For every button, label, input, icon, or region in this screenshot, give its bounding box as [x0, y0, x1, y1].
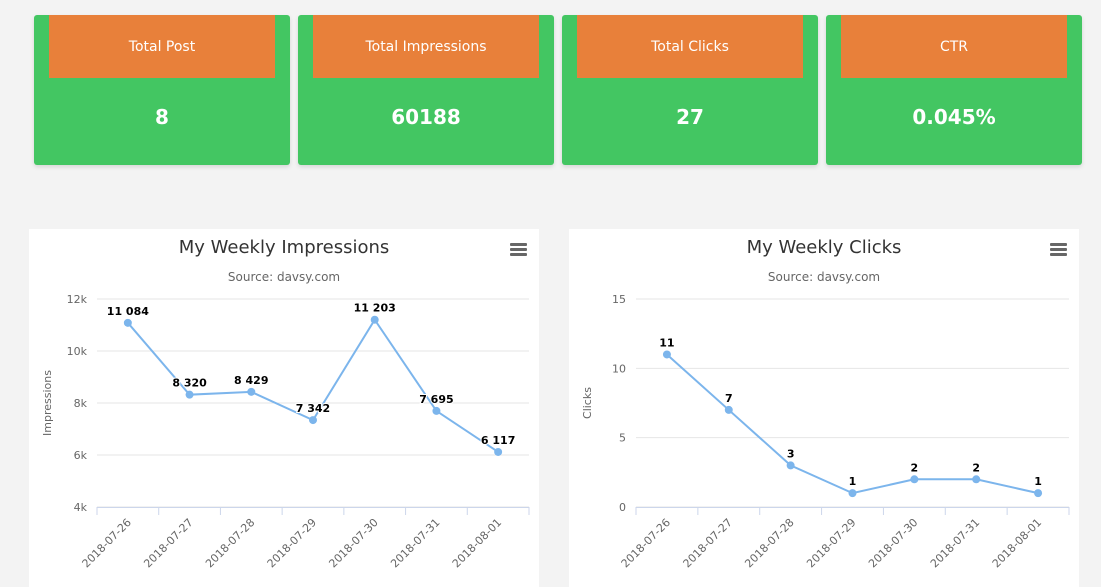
x-tick-label: 2018-07-28 [203, 516, 257, 570]
data-point [123, 318, 132, 327]
data-label: 2 [972, 461, 980, 474]
stat-card-total-impressions: Total Impressions 60188 [298, 15, 554, 165]
data-label: 11 084 [107, 305, 149, 318]
y-axis-label: Impressions [41, 370, 54, 436]
chart-panel-impressions: My Weekly Impressions Source: davsy.com 4k… [29, 229, 539, 587]
x-tick-label: 2018-07-30 [326, 516, 380, 570]
data-label: 7 695 [419, 393, 453, 406]
x-tick-label: 2018-07-28 [742, 516, 796, 570]
x-tick-label: 2018-07-30 [866, 516, 920, 570]
x-tick-label: 2018-08-01 [990, 516, 1044, 570]
data-label: 7 342 [296, 402, 330, 415]
data-label: 1 [849, 475, 857, 488]
chart-panel-clicks: My Weekly Clicks Source: davsy.com 0 5 10 15 2… [569, 229, 1079, 587]
data-label: 11 [659, 336, 674, 349]
data-label: 1 [1034, 475, 1042, 488]
y-axis-label: Clicks [581, 387, 594, 419]
stats-row: Total Post 8 Total Impressions 60188 Tot… [34, 15, 1082, 165]
y-tick-label: 12k [67, 293, 88, 306]
data-point [309, 416, 317, 425]
y-tick-label: 6k [74, 449, 88, 462]
x-tick-label: 2018-07-27 [141, 516, 195, 570]
impressions-chart: My Weekly Impressions Source: davsy.com 4k… [41, 237, 530, 570]
stat-card-label: Total Impressions [313, 15, 539, 78]
data-point [724, 405, 733, 414]
data-label: 3 [787, 447, 795, 460]
stat-card-ctr: CTR 0.045% [826, 15, 1082, 165]
hamburger-menu-icon[interactable] [1050, 243, 1067, 257]
data-label: 8 429 [234, 374, 268, 387]
stat-card-total-post: Total Post 8 [34, 15, 290, 165]
data-label: 11 203 [354, 302, 396, 315]
x-tick-label: 2018-07-26 [619, 516, 673, 570]
data-point [972, 475, 981, 484]
x-tick-label: 2018-07-31 [928, 516, 982, 570]
stat-card-total-clicks: Total Clicks 27 [562, 15, 818, 165]
data-point [1034, 489, 1043, 498]
data-point [185, 390, 194, 399]
stat-card-value: 8 [155, 105, 169, 129]
x-tick-label: 2018-07-27 [681, 516, 735, 570]
data-point [247, 387, 256, 396]
chart-subtitle: Source: davsy.com [768, 270, 880, 284]
data-label: 6 117 [481, 434, 515, 447]
y-tick-label: 0 [619, 501, 626, 514]
x-tick-label: 2018-07-31 [388, 516, 442, 570]
y-tick-label: 4k [74, 501, 88, 514]
chart-title: My Weekly Clicks [747, 237, 902, 258]
y-tick-label: 10k [67, 345, 88, 358]
clicks-chart: My Weekly Clicks Source: davsy.com 0 5 10 15 2… [581, 237, 1070, 570]
x-tick-label: 2018-08-01 [450, 516, 504, 570]
data-point [848, 489, 857, 498]
data-point [910, 475, 919, 484]
hamburger-menu-icon[interactable] [510, 243, 527, 257]
data-label: 7 [725, 392, 733, 405]
y-tick-label: 15 [612, 293, 626, 306]
chart-title: My Weekly Impressions [179, 237, 390, 258]
y-tick-label: 8k [74, 397, 88, 410]
x-tick-label: 2018-07-29 [265, 516, 319, 570]
stat-card-label: CTR [841, 15, 1067, 78]
stat-card-value: 27 [676, 105, 704, 129]
chart-subtitle: Source: davsy.com [228, 270, 340, 284]
data-point [494, 447, 503, 456]
x-tick-label: 2018-07-26 [80, 516, 134, 570]
data-point [370, 315, 379, 324]
data-point [662, 350, 671, 359]
stat-card-label: Total Clicks [577, 15, 803, 78]
data-point [786, 461, 795, 470]
data-point [432, 406, 441, 415]
series-line [666, 353, 1039, 495]
data-label: 2 [911, 461, 919, 474]
stat-card-value: 0.045% [912, 105, 996, 129]
y-tick-label: 5 [619, 432, 626, 445]
y-tick-label: 10 [612, 362, 626, 375]
x-tick-label: 2018-07-29 [804, 516, 858, 570]
data-label: 8 320 [172, 377, 207, 390]
stat-card-label: Total Post [49, 15, 275, 78]
stat-card-value: 60188 [391, 105, 461, 129]
